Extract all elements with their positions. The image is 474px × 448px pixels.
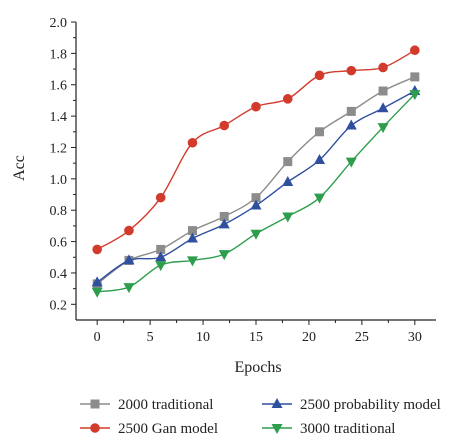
data-point [155,261,167,272]
data-point [251,193,261,203]
data-point [282,212,294,223]
x-tick-label: 0 [94,330,101,345]
data-point [250,199,262,210]
data-point [250,229,262,240]
data-point [282,175,294,186]
data-point [187,226,197,236]
data-point [409,90,421,101]
x-tick-label: 5 [147,330,154,345]
data-point [314,193,326,204]
data-point [314,70,325,81]
data-point [346,65,357,76]
data-point [251,101,261,112]
data-point [410,72,420,82]
series-2000-traditional [92,72,420,289]
x-tick-label: 25 [355,330,369,345]
data-point [314,154,326,165]
data-point [218,218,230,229]
data-point [282,94,293,104]
data-point [123,283,135,294]
series-3000-traditional [91,90,421,298]
y-tick-label: 1.0 [50,173,68,188]
y-tick-label: 1.6 [50,79,68,94]
data-point [124,225,134,236]
data-point [377,123,389,134]
legend-item: 2500 probability model [262,397,441,413]
data-point [315,127,325,137]
x-tick-label: 20 [302,330,316,345]
data-point [187,137,198,148]
legend-marker [271,398,283,408]
data-point [186,256,198,267]
data-point [283,157,293,167]
x-tick-label: 10 [196,330,210,345]
data-point [219,120,230,131]
x-tick-label: 30 [408,330,422,345]
data-point [346,106,356,116]
data-point [378,86,388,96]
data-point [91,276,103,287]
legend: 2000 traditional 2500 Gan model 2500 proba… [80,397,441,437]
series-line [96,49,416,251]
data-point [123,254,135,265]
data-point [378,62,388,73]
legend-label: 2500 probability model [300,397,441,413]
data-point [218,250,230,261]
data-point [377,102,389,113]
data-point [219,211,229,221]
legend-label: 2000 traditional [118,397,213,413]
series-line [97,93,416,293]
data-point [91,287,103,298]
y-tick-label: 0.4 [50,267,68,282]
y-tick-label: 1.2 [50,141,68,156]
legend-marker [271,424,283,434]
data-point [186,232,198,243]
series-line [96,90,416,283]
data-point [345,119,357,130]
y-axis-label: Acc [11,155,28,181]
axes: 0.2 0.4 0.6 0.8 1.0 1.2 1.4 1.6 1.8 2.0 0 5 10 15 20 25… [50,16,436,345]
data-point [410,45,420,56]
y-tick-label: 0.6 [50,236,68,251]
legend-item: 2500 Gan model [80,421,218,437]
data-point [155,192,166,203]
legend-marker [90,399,100,409]
data-point [92,244,102,255]
data-point [155,251,167,262]
y-tick-label: 0.8 [50,204,68,219]
x-axis-label: Epochs [234,359,281,376]
legend-marker [90,423,100,433]
legend-item: 3000 traditional [262,421,395,437]
y-tick-label: 1.8 [50,47,68,62]
series-2500-gan-model [92,45,420,255]
legend-item: 2000 traditional [80,397,213,413]
data-point [156,244,166,254]
series-layer [91,45,421,298]
y-tick-label: 2.0 [50,16,68,31]
x-tick-label: 15 [249,330,263,345]
y-tick-label: 1.4 [50,110,68,125]
legend-label: 2500 Gan model [118,421,218,437]
data-point [345,157,357,168]
y-tick-label: 0.2 [50,298,68,313]
legend-label: 3000 traditional [300,421,395,437]
